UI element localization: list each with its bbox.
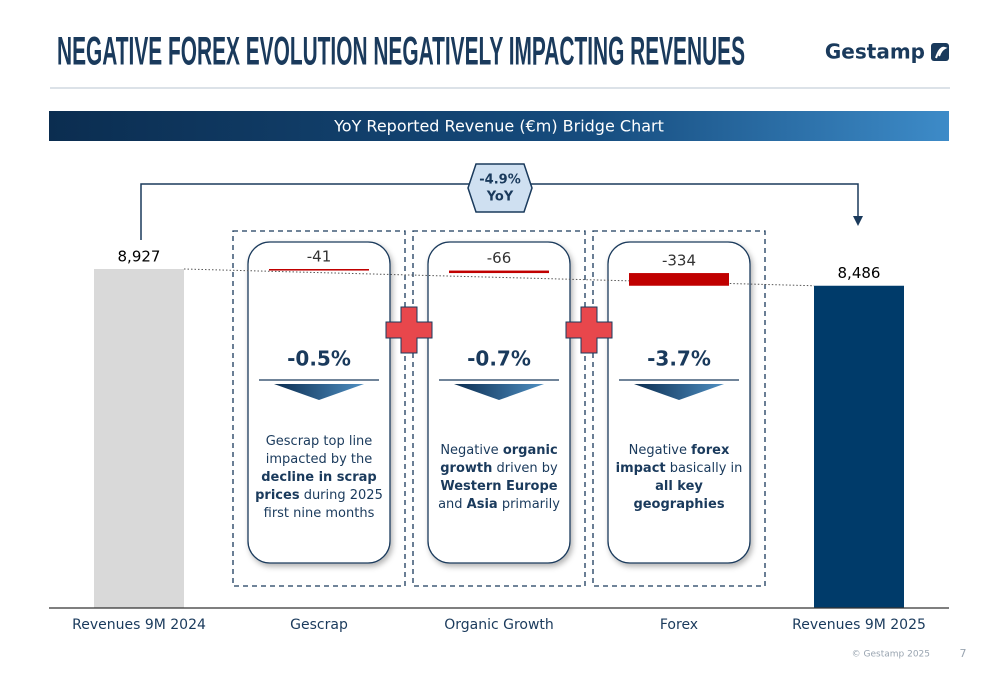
x-tick-label: Gescrap xyxy=(290,617,348,633)
plus-sign xyxy=(385,306,433,354)
note-segment: forex impact xyxy=(615,443,730,476)
value-label: 8,486 xyxy=(838,264,881,282)
step-frame xyxy=(232,230,406,587)
note-text: Gescrap top line impacted by the decline… xyxy=(252,433,386,523)
step-card xyxy=(427,241,571,564)
step-arrow xyxy=(634,384,724,400)
step-note: Gescrap top line impacted by the decline… xyxy=(252,418,386,538)
step-note: Negative organic growth driven by Wester… xyxy=(432,418,566,538)
note-segment: decline in scrap prices xyxy=(255,470,377,503)
note-segment: all key geographies xyxy=(633,479,725,512)
note-segment: organic growth xyxy=(440,443,558,476)
step-arrow xyxy=(454,384,544,400)
step-frame xyxy=(592,230,766,587)
x-tick-label: Forex xyxy=(660,617,698,633)
note-segment: basically in xyxy=(665,461,743,476)
yoy-change: -4.9% xyxy=(479,173,520,188)
note-segment: Western Europe xyxy=(440,479,558,494)
yoy-label: YoY xyxy=(486,190,514,205)
bar xyxy=(814,285,904,608)
step-arrow xyxy=(274,384,364,400)
chart-title: YoY Reported Revenue (€m) Bridge Chart xyxy=(333,117,664,136)
value-label: -41 xyxy=(307,248,332,266)
value-label: -66 xyxy=(487,249,512,267)
step-card xyxy=(247,241,391,564)
note-segment: Gescrap top line impacted by the xyxy=(265,434,373,467)
chart-banner xyxy=(49,111,949,141)
step-frame xyxy=(412,230,586,587)
note-text: Negative forex impact basically in all k… xyxy=(612,442,746,514)
note-segment: driven by xyxy=(492,461,558,476)
step-note: Negative forex impact basically in all k… xyxy=(612,418,746,538)
plus-sign xyxy=(565,306,613,354)
bar xyxy=(269,269,369,271)
bracket-arrow xyxy=(853,216,863,226)
note-segment: primarily xyxy=(497,497,560,512)
value-label: -334 xyxy=(662,252,696,270)
note-segment: Negative xyxy=(628,443,692,458)
note-segment: Asia xyxy=(466,497,498,512)
copyright: © Gestamp 2025 xyxy=(852,650,930,660)
step-change: -0.7% xyxy=(467,347,531,371)
x-tick-label: Revenues 9M 2024 xyxy=(72,617,206,633)
step-change: -3.7% xyxy=(647,347,711,371)
note-segment: during 2025 first nine months xyxy=(263,488,383,521)
yoy-badge xyxy=(467,163,533,213)
logo: Gestamp xyxy=(825,40,925,64)
bar xyxy=(449,270,549,274)
step-change: -0.5% xyxy=(287,347,351,371)
page-number: 7 xyxy=(960,647,967,660)
note-segment: and xyxy=(438,497,467,512)
note-text: Negative organic growth driven by Wester… xyxy=(432,442,566,514)
bar xyxy=(629,273,729,286)
bar xyxy=(94,269,184,608)
x-tick-label: Organic Growth xyxy=(444,617,554,633)
step-card xyxy=(607,241,751,564)
page-title: NEGATIVE FOREX EVOLUTION NEGATIVELY IMPA… xyxy=(57,30,745,74)
value-label: 8,927 xyxy=(118,248,161,266)
logo-mark xyxy=(935,46,948,59)
note-segment: Negative xyxy=(440,443,503,458)
x-tick-label: Revenues 9M 2025 xyxy=(792,617,926,633)
